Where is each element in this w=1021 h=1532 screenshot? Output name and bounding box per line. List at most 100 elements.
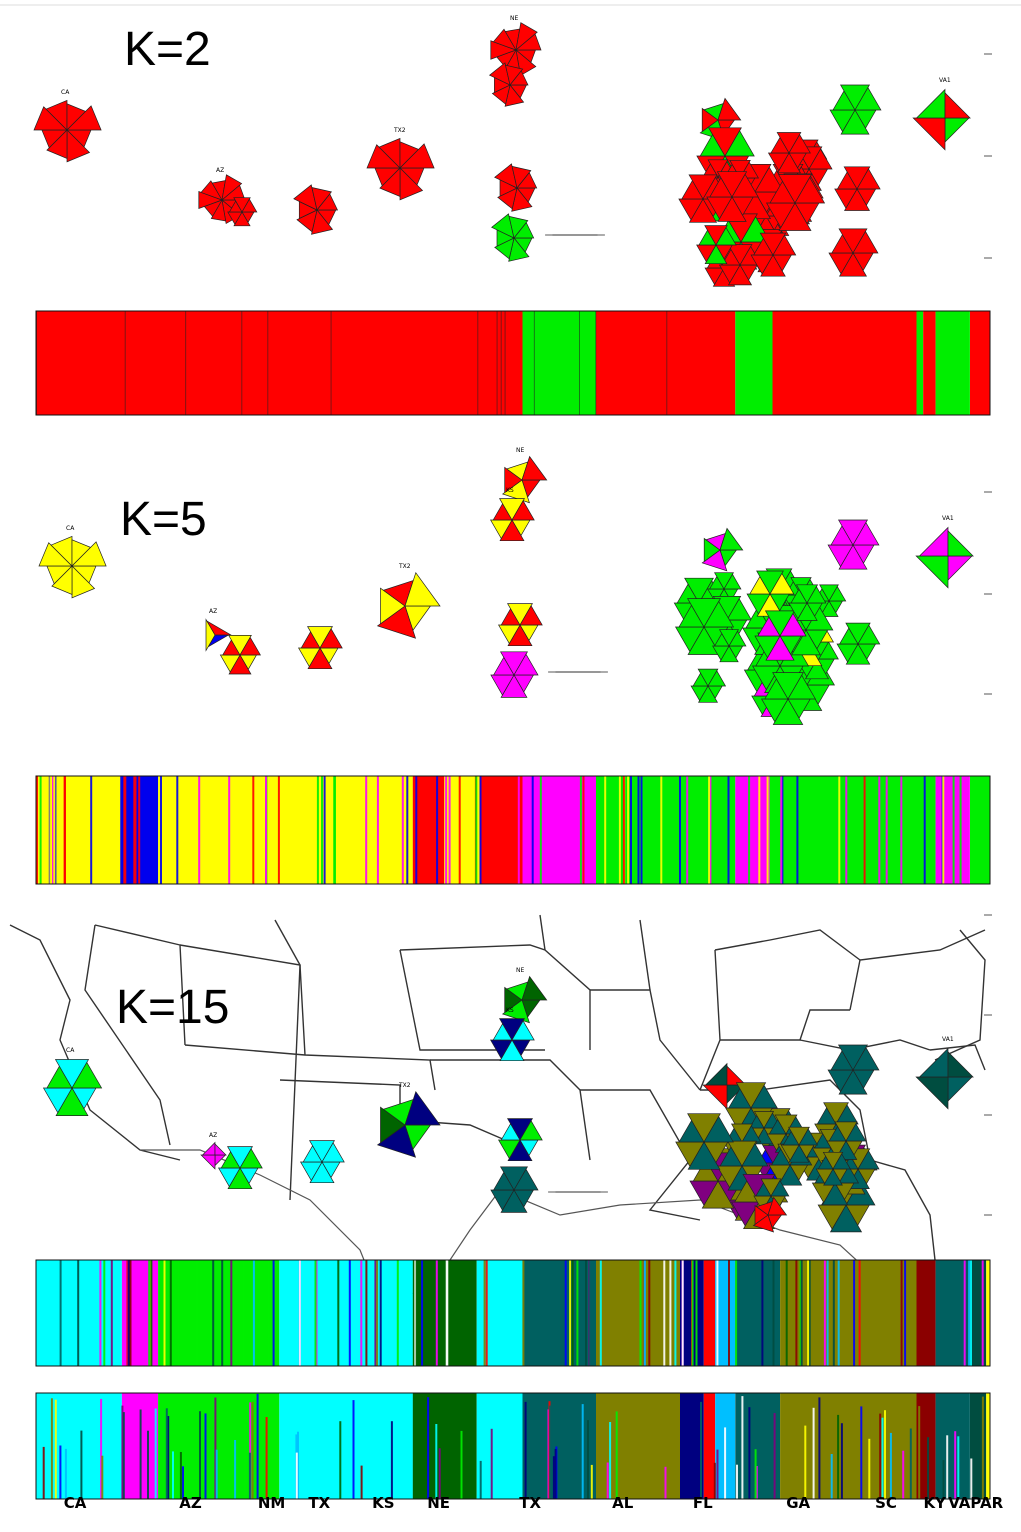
individual-stripe xyxy=(615,1411,618,1499)
individual-stripe xyxy=(630,776,632,884)
individual-stripe xyxy=(182,1466,184,1499)
pie-wedge xyxy=(519,605,543,626)
individual-stripe xyxy=(479,1460,482,1499)
individual-stripe xyxy=(772,1260,775,1366)
individual-stripe xyxy=(414,1260,417,1366)
individual-stripe xyxy=(923,776,926,884)
pie-southeast-k2 xyxy=(706,171,759,222)
pie-label: NE xyxy=(510,15,518,22)
individual-stripe xyxy=(122,1412,125,1499)
individual-stripe xyxy=(242,1260,245,1366)
individual-stripe xyxy=(272,1260,275,1366)
individual-stripe xyxy=(840,1423,843,1499)
pie-wedge xyxy=(794,176,826,204)
admixture-segment xyxy=(935,311,970,415)
pie-va-k15 xyxy=(827,1044,880,1095)
individual-stripe xyxy=(878,776,881,884)
individual-stripe xyxy=(666,311,668,415)
individual-stripe xyxy=(415,776,418,884)
pie-wedge xyxy=(316,193,339,211)
individual-stripe xyxy=(954,1431,957,1499)
pie-wedge xyxy=(241,198,258,213)
admixture-segment xyxy=(769,776,917,884)
pie-wedge xyxy=(944,117,970,143)
individual-stripe xyxy=(154,1408,157,1499)
pie-southeast-k2 xyxy=(750,232,797,277)
pie-wedge xyxy=(728,630,747,647)
admixture-bar-k15-individuals xyxy=(35,1392,991,1500)
pie-ne-k15: NE xyxy=(501,967,548,1024)
individual-stripe xyxy=(295,1452,298,1499)
admixture-segment xyxy=(412,776,445,884)
individual-stripe xyxy=(152,776,155,884)
pie-wedge xyxy=(947,1051,974,1078)
bar-frame xyxy=(35,310,991,416)
pie-nc-k5: VA1 xyxy=(915,515,974,589)
individual-stripe xyxy=(927,1437,930,1499)
pie-wedge xyxy=(779,612,807,637)
individual-stripe xyxy=(637,776,640,884)
individual-stripe xyxy=(99,1260,102,1366)
individual-stripe xyxy=(376,1260,379,1366)
individual-stripe xyxy=(716,1449,719,1499)
pie-label: CA xyxy=(61,89,70,96)
individual-stripe xyxy=(533,311,535,415)
pie-wedge xyxy=(707,670,727,687)
individual-stripe xyxy=(648,1260,651,1366)
pie-az2-k5 xyxy=(219,635,262,675)
individual-stripe xyxy=(579,311,580,415)
pie-az2-k15 xyxy=(217,1146,263,1190)
individual-stripe xyxy=(165,1408,168,1499)
individual-stripe xyxy=(587,1420,589,1499)
admixture-segment xyxy=(476,1393,523,1499)
pie-wedge xyxy=(321,1142,345,1163)
pie-ne-k5: NE xyxy=(501,447,548,504)
pie-southeast-k2 xyxy=(767,132,811,174)
individual-stripe xyxy=(748,776,751,884)
individual-stripe xyxy=(234,1440,237,1499)
pie-wedge xyxy=(852,230,879,254)
pie-ks-k2 xyxy=(488,62,529,107)
individual-stripe xyxy=(761,1260,764,1366)
admixture-segment xyxy=(986,1260,990,1366)
individual-stripe xyxy=(727,776,730,884)
pie-wedge xyxy=(828,585,847,602)
pie-wedge xyxy=(71,1061,103,1089)
pie-wedge xyxy=(856,168,881,190)
individual-stripe xyxy=(884,1410,886,1499)
individual-stripe xyxy=(421,1260,424,1366)
individual-stripe xyxy=(401,776,404,884)
pie-wedge xyxy=(832,1153,851,1170)
individual-stripe xyxy=(554,1448,557,1499)
panel-label-k2: K=2 xyxy=(124,23,211,76)
pie-wedge xyxy=(239,1148,263,1169)
pie-southeast-k5 xyxy=(836,622,881,665)
map-border-line xyxy=(849,929,986,1011)
individual-stripe xyxy=(823,1260,826,1366)
individual-stripe xyxy=(460,1430,463,1499)
pie-nc-k2: VA1 xyxy=(912,77,971,151)
admixture-segment xyxy=(412,1393,477,1499)
individual-stripe xyxy=(918,1406,921,1499)
individual-stripe xyxy=(900,1260,903,1366)
individual-stripe xyxy=(265,1417,268,1499)
state-label: GA xyxy=(786,1494,811,1512)
pie-label: NE xyxy=(516,967,524,974)
pie-tx3-k15 xyxy=(497,1118,543,1162)
pie-wedge xyxy=(741,1142,769,1167)
individual-stripe xyxy=(90,776,93,884)
individual-stripe xyxy=(716,1260,719,1366)
individual-stripe xyxy=(804,1425,807,1499)
individual-stripe xyxy=(504,311,506,415)
map-border-line xyxy=(84,924,171,1146)
bar-frame xyxy=(35,1392,991,1500)
individual-stripe xyxy=(415,1260,418,1366)
individual-stripe xyxy=(126,1260,129,1366)
individual-stripe xyxy=(764,1260,767,1366)
pie-wedge xyxy=(915,1076,949,1110)
individual-stripe xyxy=(885,776,888,884)
pie-wedge xyxy=(788,133,811,154)
individual-stripe xyxy=(479,776,482,884)
individual-stripe xyxy=(204,1413,207,1499)
